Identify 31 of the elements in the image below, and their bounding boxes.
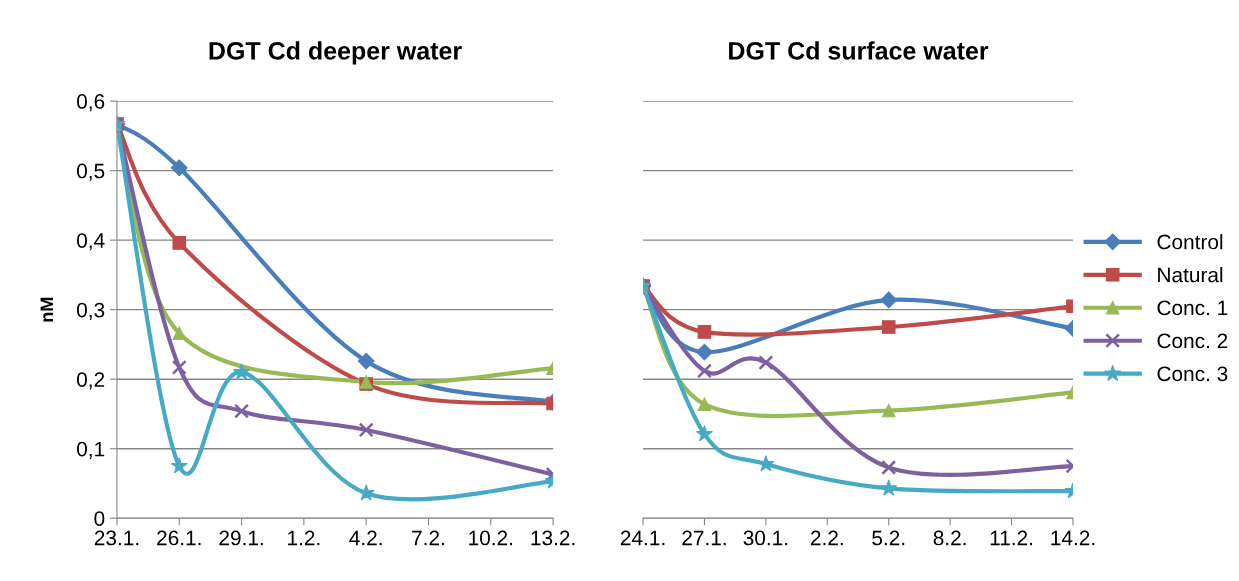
legend-label: Natural xyxy=(1158,267,1223,283)
x-tick-label: 23.1. xyxy=(94,530,139,546)
x-tick-label: 27.1. xyxy=(682,530,726,546)
x-tick-label: 10.2. xyxy=(469,530,513,546)
x-tick-label: 2.2. xyxy=(810,530,843,546)
y-tick-label: 0,6 xyxy=(77,94,105,112)
x-tick-label: 30.1. xyxy=(743,530,788,546)
y-tick-label: 0,1 xyxy=(77,441,105,459)
x-tick-label: 13.2. xyxy=(531,530,575,546)
x-tick-label: 29.1. xyxy=(219,530,263,546)
y-tick-label: 0 xyxy=(94,511,105,527)
y-tick-label: 0,5 xyxy=(77,163,105,181)
legend-label: Conc. 3 xyxy=(1157,366,1228,382)
x-tick-label: 4.2. xyxy=(349,530,382,546)
x-tick-label: 7.2. xyxy=(412,530,444,546)
x-tick-label: 11.2. xyxy=(990,530,1033,546)
y-axis-title: nM xyxy=(40,297,54,322)
legend-label: Conc. 1 xyxy=(1157,300,1228,316)
y-tick-label: 0,3 xyxy=(77,302,105,320)
x-tick-label: 1.2. xyxy=(288,530,320,546)
x-tick-label: 26.1. xyxy=(157,530,201,546)
x-tick-label: 8.2. xyxy=(933,530,966,546)
y-tick-label: 0,4 xyxy=(77,233,105,251)
legend-label: Conc. 2 xyxy=(1157,333,1228,349)
legend-label: Control xyxy=(1157,234,1223,250)
chart-title: DGT Cd deeper water xyxy=(209,41,462,65)
y-tick-label: 0,2 xyxy=(77,372,105,390)
x-tick-label: 5.2. xyxy=(872,530,905,546)
x-tick-label: 24.1. xyxy=(620,530,665,546)
x-tick-label: 14.2. xyxy=(1051,530,1095,546)
chart-title: DGT Cd surface water xyxy=(729,41,989,60)
